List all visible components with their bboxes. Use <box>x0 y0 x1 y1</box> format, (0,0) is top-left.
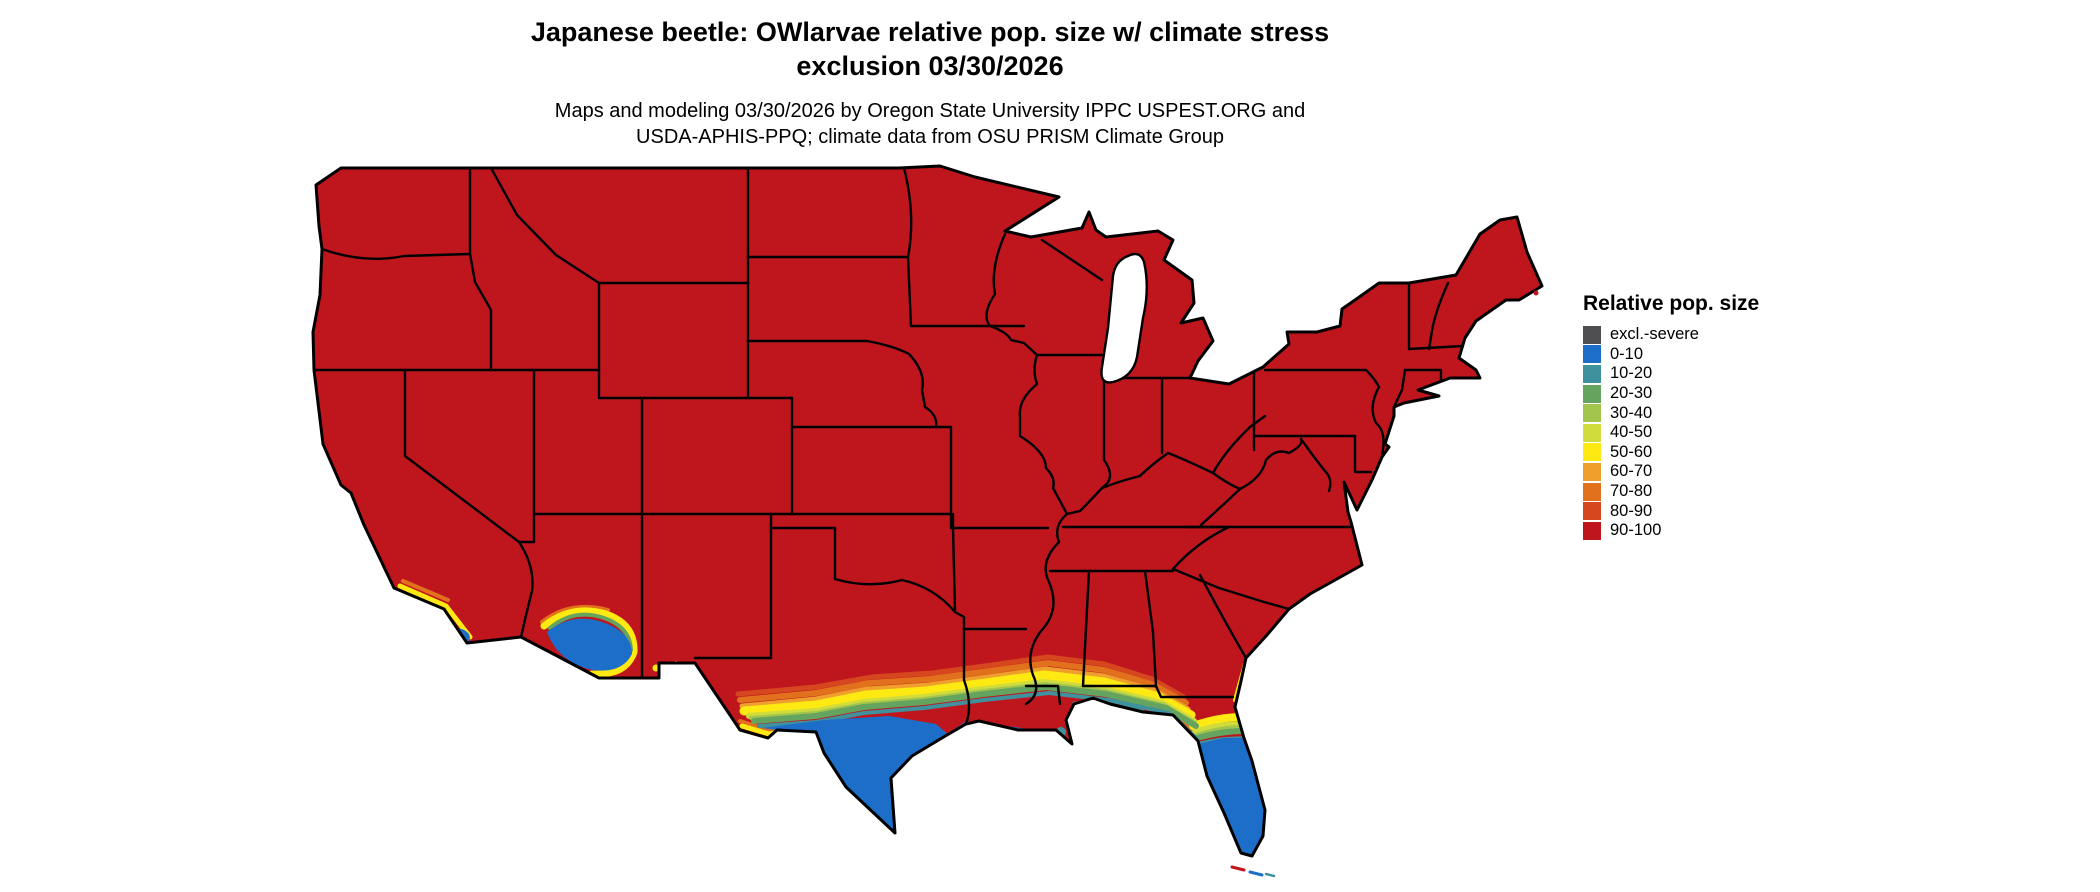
figure-title-line2: exclusion 03/30/2026 <box>796 50 1064 81</box>
legend-swatch <box>1583 521 1601 540</box>
great-lakes <box>1100 252 1148 384</box>
legend-item: 50-60 <box>1583 443 1843 463</box>
legend-swatch <box>1583 325 1601 344</box>
legend-item: excl.-severe <box>1583 325 1843 345</box>
legend-item-label: 10-20 <box>1610 364 1653 383</box>
offshore-islands <box>337 184 1539 878</box>
legend-swatch <box>1583 502 1601 521</box>
legend-swatch <box>1583 345 1601 364</box>
figure-title: Japanese beetle: OWlarvae relative pop. … <box>0 16 1860 84</box>
state-borders <box>313 166 1465 726</box>
figure-subtitle-line1: Maps and modeling 03/30/2026 by Oregon S… <box>554 99 1306 122</box>
legend-item-label: 60-70 <box>1610 462 1653 481</box>
legend-item-label: excl.-severe <box>1610 325 1699 344</box>
legend-swatch <box>1583 364 1601 383</box>
legend-item: 70-80 <box>1583 482 1843 502</box>
legend-item-label: 70-80 <box>1610 482 1653 501</box>
legend-item: 30-40 <box>1583 403 1843 423</box>
us-map <box>311 164 1544 878</box>
legend-item-label: 50-60 <box>1610 442 1653 461</box>
legend-item-label: 30-40 <box>1610 403 1653 422</box>
legend-item: 80-90 <box>1583 501 1843 521</box>
legend-item: 0-10 <box>1583 345 1843 365</box>
legend-item-label: 20-30 <box>1610 384 1653 403</box>
figure-subtitle-line2: USDA-APHIS-PPQ; climate data from OSU PR… <box>636 125 1224 148</box>
legend-swatch <box>1583 423 1601 442</box>
legend-item-label: 80-90 <box>1610 501 1653 520</box>
map-legend: Relative pop. size excl.-severe 0-10 10-20… <box>1583 292 1843 541</box>
legend-swatch <box>1583 443 1601 462</box>
legend-item: 20-30 <box>1583 384 1843 404</box>
legend-item: 10-20 <box>1583 364 1843 384</box>
legend-swatch <box>1583 482 1601 501</box>
band-80-90 <box>735 654 1187 700</box>
legend-items: excl.-severe 0-10 10-20 20-30 30-40 40-50 50-6… <box>1583 325 1843 541</box>
map-area <box>300 160 1548 892</box>
legend-swatch <box>1583 384 1601 403</box>
lake-michigan <box>1100 252 1148 384</box>
legend-item: 90-100 <box>1583 521 1843 541</box>
figure-title-line1: Japanese beetle: OWlarvae relative pop. … <box>530 17 1330 47</box>
figure-header: Japanese beetle: OWlarvae relative pop. … <box>0 16 1860 150</box>
legend-swatch <box>1583 462 1601 481</box>
legend-item: 60-70 <box>1583 462 1843 482</box>
figure-subtitle: Maps and modeling 03/30/2026 by Oregon S… <box>0 98 1860 150</box>
legend-swatch <box>1583 404 1601 423</box>
legend-item-label: 0-10 <box>1610 344 1644 363</box>
legend-item: 40-50 <box>1583 423 1843 443</box>
legend-title: Relative pop. size <box>1583 292 1760 315</box>
legend-item-label: 40-50 <box>1610 423 1653 442</box>
legend-item-label: 90-100 <box>1610 521 1662 540</box>
region-0-10 <box>454 618 1266 856</box>
